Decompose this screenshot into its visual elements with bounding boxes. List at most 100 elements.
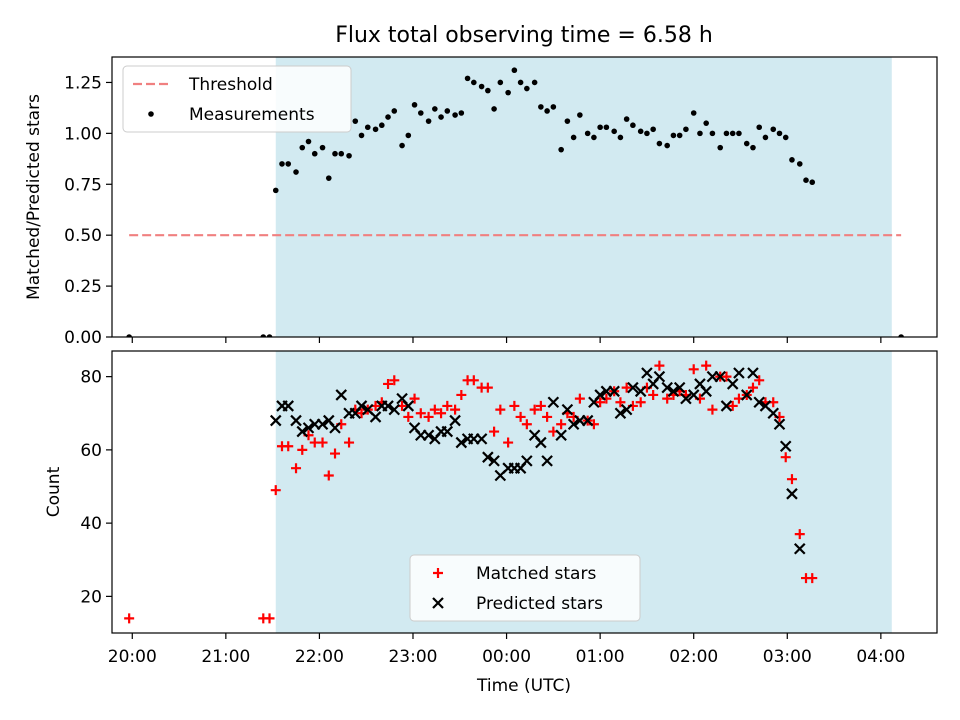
- data-point: [305, 138, 312, 145]
- data-point: [727, 400, 738, 411]
- top-y-axis-label: Matched/Predicted stars: [24, 94, 44, 300]
- data-point: [283, 441, 294, 452]
- data-point: [358, 132, 365, 139]
- data-point: [720, 400, 733, 412]
- data-point: [364, 124, 371, 131]
- data-point: [521, 455, 533, 467]
- data-point: [608, 385, 620, 398]
- data-point: [721, 371, 732, 382]
- data-point: [279, 161, 285, 167]
- y-tick-label: 80: [80, 368, 102, 388]
- data-point: [556, 419, 567, 430]
- data-point: [637, 128, 644, 135]
- y-tick-label: 1.00: [64, 124, 102, 144]
- data-point: [382, 400, 394, 412]
- y-tick-label: 40: [80, 514, 102, 534]
- data-point: [627, 381, 639, 394]
- data-point: [574, 393, 585, 404]
- data-point: [676, 132, 683, 139]
- data-point: [270, 485, 281, 496]
- data-point: [432, 106, 438, 112]
- legend-label: Predicted stars: [476, 594, 603, 614]
- data-point: [521, 419, 532, 430]
- data-point: [687, 389, 700, 401]
- data-point: [591, 134, 597, 141]
- data-point: [291, 463, 302, 474]
- data-point: [422, 429, 435, 442]
- data-point: [403, 411, 414, 422]
- data-point: [617, 134, 624, 141]
- data-point: [723, 130, 730, 137]
- legend-label: Threshold: [188, 75, 273, 95]
- data-point: [264, 613, 275, 624]
- data-point: [661, 381, 673, 394]
- data-point: [717, 144, 724, 151]
- data-point: [319, 144, 326, 151]
- data-point: [786, 488, 798, 500]
- data-point: [456, 389, 467, 400]
- data-point: [597, 124, 603, 131]
- data-point: [391, 108, 398, 114]
- axes-frame: [111, 350, 938, 634]
- data-point: [441, 425, 454, 438]
- data-point: [621, 382, 632, 393]
- data-point: [444, 108, 451, 114]
- data-point: [282, 400, 295, 412]
- plot-area: [124, 351, 892, 633]
- data-point: [429, 404, 440, 415]
- data-point: [517, 79, 524, 86]
- data-point: [550, 104, 557, 110]
- data-point: [126, 334, 132, 337]
- data-point: [664, 142, 670, 149]
- data-point: [299, 144, 306, 151]
- data-point: [260, 334, 267, 337]
- data-point: [449, 414, 461, 427]
- data-point: [417, 110, 424, 116]
- data-point: [335, 389, 348, 401]
- data-point: [535, 436, 547, 449]
- data-point: [683, 126, 689, 133]
- x-axis-label: Time (UTC): [476, 676, 571, 696]
- data-point: [807, 573, 818, 584]
- bottom-panel: 20:00 21:00 22:00 23:00 00:00 01:00 02:00 03:00…: [80, 350, 938, 667]
- data-point: [488, 455, 500, 467]
- x-tick-label: 02:00: [669, 647, 718, 667]
- data-point: [285, 161, 292, 167]
- x-tick-label: 04:00: [856, 647, 905, 667]
- observing-window-span: [275, 57, 892, 337]
- data-point: [673, 381, 686, 394]
- data-point: [630, 122, 636, 129]
- data-point: [729, 130, 736, 137]
- data-point: [581, 414, 594, 427]
- data-point: [641, 367, 653, 379]
- data-point: [726, 378, 739, 390]
- data-point: [266, 334, 273, 337]
- data-point: [293, 169, 299, 175]
- data-point: [603, 124, 610, 131]
- data-point: [614, 407, 627, 420]
- data-point: [485, 87, 491, 94]
- data-point: [756, 124, 763, 131]
- data-point: [779, 440, 792, 452]
- data-point: [595, 397, 606, 408]
- top-panel: 0.00 0.25 0.50 0.75 1.00 1.25 Threshold Measure…: [64, 56, 938, 348]
- data-point: [570, 134, 577, 141]
- data-point: [296, 425, 309, 438]
- data-point: [564, 118, 571, 124]
- data-point: [425, 118, 432, 124]
- data-point: [770, 126, 777, 133]
- data-point: [311, 150, 318, 157]
- figure-title: Flux total observing time = 6.58 h: [335, 23, 713, 48]
- data-point: [482, 382, 493, 393]
- data-point: [509, 400, 520, 411]
- data-point: [620, 403, 633, 416]
- data-point: [515, 411, 526, 422]
- y-tick-label: 60: [80, 441, 102, 461]
- data-point: [423, 411, 434, 422]
- data-point: [455, 436, 468, 449]
- data-point: [697, 130, 703, 137]
- data-point: [399, 142, 405, 149]
- data-point: [767, 407, 780, 420]
- legend: Threshold Measurements: [122, 65, 352, 133]
